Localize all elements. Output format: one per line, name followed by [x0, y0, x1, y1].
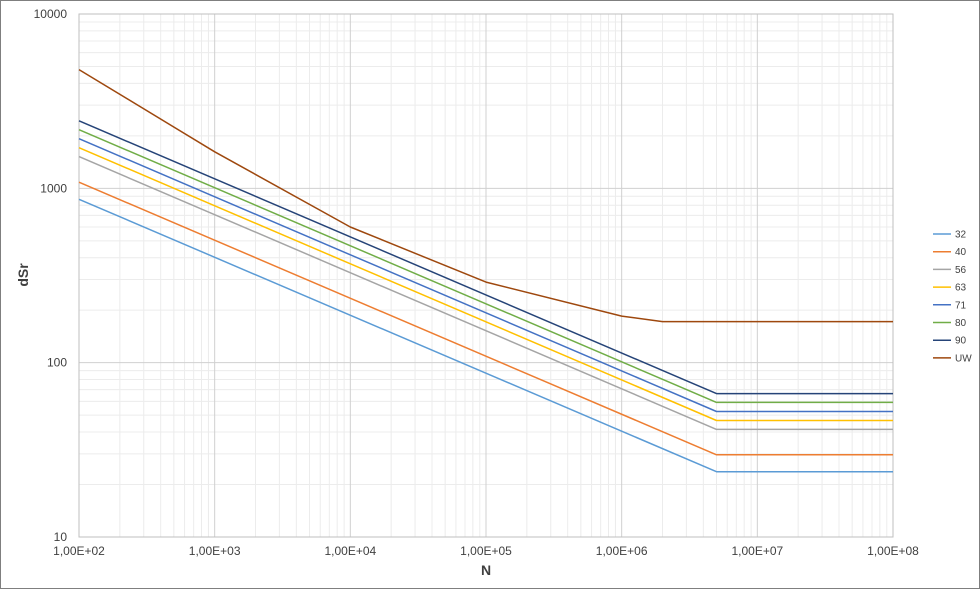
y-tick-label: 1000 — [40, 181, 67, 195]
series-line-90 — [78, 120, 893, 395]
legend-label: 40 — [955, 247, 967, 258]
series-line-56 — [78, 155, 893, 431]
x-tick-label: 1,00E+04 — [324, 544, 376, 558]
series-line-UW — [78, 68, 893, 323]
x-tick-label: 1,00E+05 — [460, 544, 512, 558]
series-line-80 — [78, 129, 893, 404]
y-axis-title: dSr — [15, 263, 31, 287]
x-tick-label: 1,00E+03 — [189, 544, 241, 558]
series-line-63 — [78, 147, 893, 422]
y-tick-label: 100 — [47, 356, 67, 370]
legend-label: 71 — [955, 300, 967, 311]
x-axis-title: N — [481, 562, 491, 578]
x-axis-tick-labels: 1,00E+02 1,00E+03 1,00E+04 1,00E+05 1,00E+06… — [53, 544, 919, 558]
legend-label: 32 — [955, 230, 967, 241]
plot-area — [78, 13, 894, 538]
x-tick-label: 1,00E+06 — [596, 544, 648, 558]
legend-label: 90 — [955, 336, 967, 347]
y-tick-label: 10000 — [34, 7, 68, 21]
legend-label: 63 — [955, 283, 967, 294]
series-lines — [78, 68, 893, 473]
plot-border — [78, 13, 894, 538]
legend-label: UW — [955, 353, 972, 364]
x-tick-label: 1,00E+07 — [731, 544, 783, 558]
series-line-40 — [78, 181, 893, 456]
x-tick-label: 1,00E+08 — [867, 544, 919, 558]
legend-label: 56 — [955, 265, 967, 276]
legend: 32 40 56 63 71 80 90 UW — [933, 230, 972, 364]
x-tick-label: 1,00E+02 — [53, 544, 105, 558]
y-axis-tick-labels: 10 100 1000 10000 — [34, 7, 68, 544]
y-tick-label: 10 — [54, 530, 68, 544]
series-line-71 — [78, 138, 893, 413]
legend-label: 80 — [955, 318, 967, 329]
series-line-32 — [78, 198, 893, 473]
